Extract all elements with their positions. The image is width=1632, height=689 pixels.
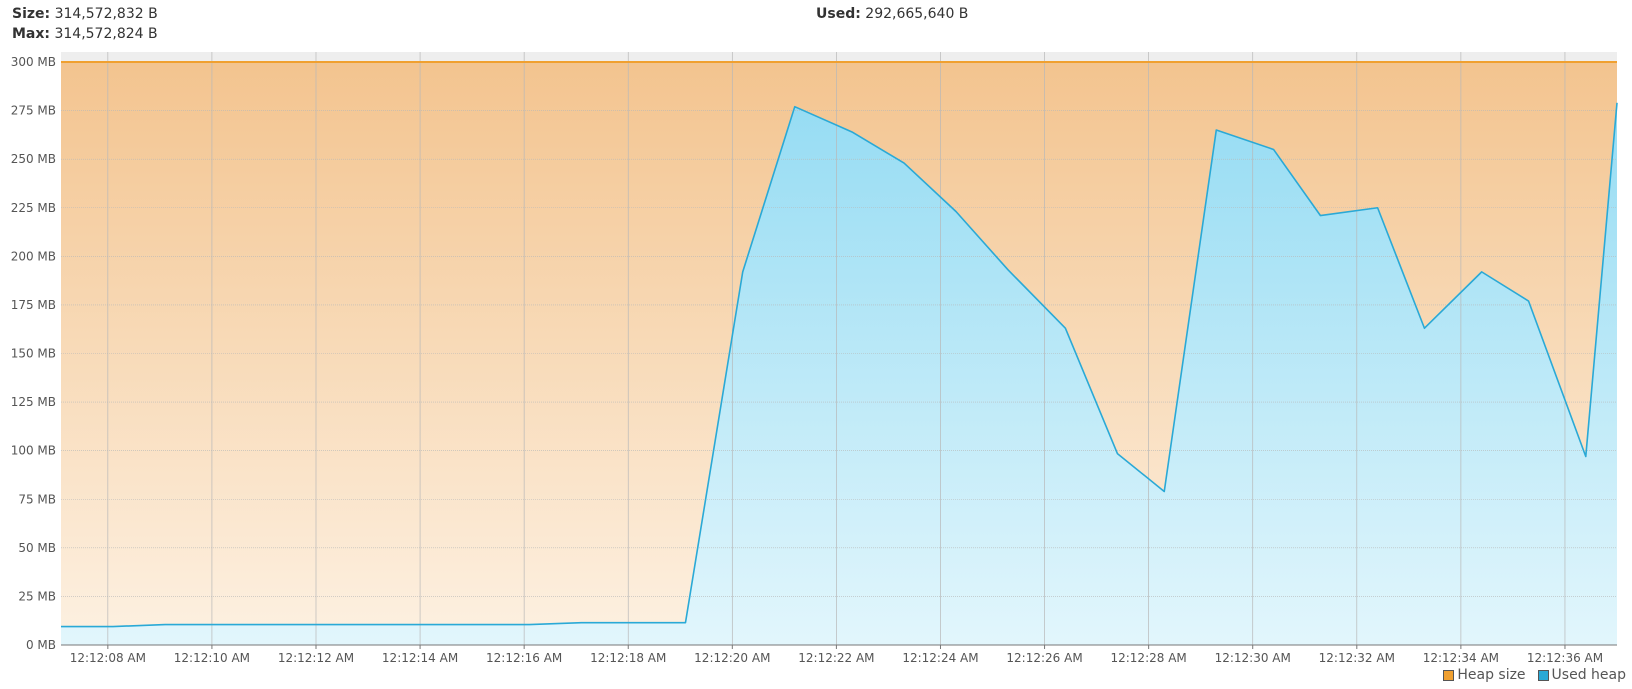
y-tick-label: 250 MB xyxy=(11,152,56,166)
x-tick-label: 12:12:20 AM xyxy=(694,651,770,665)
x-tick-label: 12:12:26 AM xyxy=(1006,651,1082,665)
legend-label-heap-size: Heap size xyxy=(1457,667,1526,683)
y-tick-label: 0 MB xyxy=(26,638,56,652)
y-tick-label: 150 MB xyxy=(11,347,56,361)
y-tick-label: 175 MB xyxy=(11,298,56,312)
y-tick-label: 100 MB xyxy=(11,444,56,458)
y-tick-label: 75 MB xyxy=(18,492,56,506)
max-value: 314,572,824 B xyxy=(54,26,158,42)
y-tick-label: 300 MB xyxy=(11,55,56,69)
max-label: Max: xyxy=(12,26,51,42)
x-tick-label: 12:12:08 AM xyxy=(70,651,146,665)
heap-stats-used: Used: 292,665,640 B xyxy=(816,4,968,24)
heap-stats-left: Size: 314,572,832 B Max: 314,572,824 B xyxy=(12,4,158,44)
size-label: Size: xyxy=(12,6,51,22)
x-tick-label: 12:12:30 AM xyxy=(1215,651,1291,665)
x-tick-label: 12:12:10 AM xyxy=(174,651,250,665)
y-tick-label: 225 MB xyxy=(11,201,56,215)
x-tick-label: 12:12:32 AM xyxy=(1319,651,1395,665)
used-heap-area xyxy=(61,102,1617,645)
used-label: Used: xyxy=(816,6,861,22)
x-tick-label: 12:12:16 AM xyxy=(486,651,562,665)
y-tick-label: 200 MB xyxy=(11,249,56,263)
x-tick-label: 12:12:22 AM xyxy=(798,651,874,665)
x-tick-label: 12:12:14 AM xyxy=(382,651,458,665)
x-tick-label: 12:12:34 AM xyxy=(1423,651,1499,665)
x-tick-label: 12:12:28 AM xyxy=(1110,651,1186,665)
legend-item-used-heap: Used heap xyxy=(1537,667,1626,683)
used-value: 292,665,640 B xyxy=(865,6,969,22)
x-tick-label: 12:12:36 AM xyxy=(1527,651,1603,665)
used-heap-swatch xyxy=(1537,669,1549,681)
used-heap-line xyxy=(61,102,1618,628)
y-tick-label: 275 MB xyxy=(11,104,56,118)
x-tick-label: 12:12:18 AM xyxy=(590,651,666,665)
y-tick-label: 125 MB xyxy=(11,395,56,409)
legend-item-heap-size: Heap size xyxy=(1443,667,1526,683)
x-tick-label: 12:12:12 AM xyxy=(278,651,354,665)
heap-size-swatch xyxy=(1443,669,1455,681)
size-value: 314,572,832 B xyxy=(54,6,158,22)
y-tick-label: 50 MB xyxy=(18,541,56,555)
legend-label-used-heap: Used heap xyxy=(1551,667,1626,683)
x-tick-label: 12:12:24 AM xyxy=(902,651,978,665)
y-tick-label: 25 MB xyxy=(18,589,56,603)
chart-legend: Heap size Used heap xyxy=(1437,667,1626,683)
